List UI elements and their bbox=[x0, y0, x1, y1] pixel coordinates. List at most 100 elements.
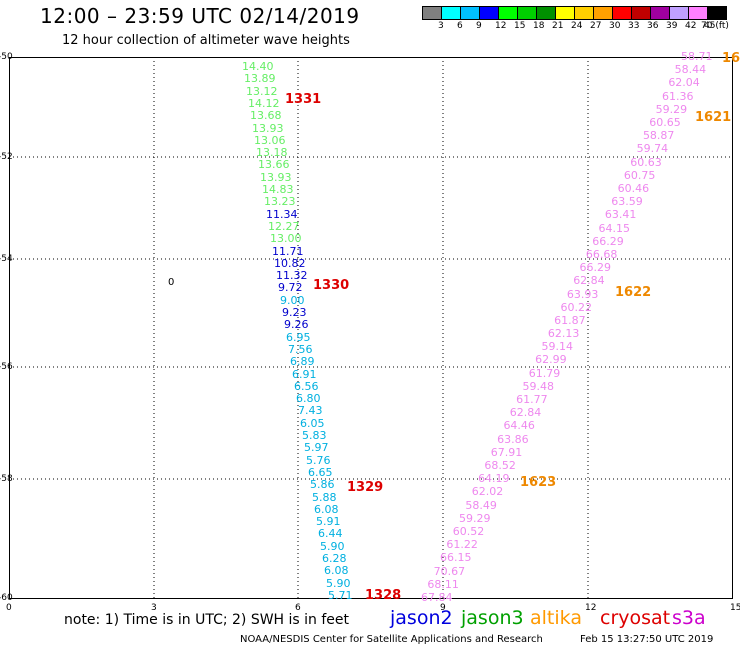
wave-height-point: 7.56 bbox=[288, 342, 313, 356]
wave-height-point: 66.68 bbox=[585, 247, 618, 261]
stray-mark: 0 bbox=[168, 277, 175, 288]
x-tick-label: 12 bbox=[585, 603, 597, 613]
wave-height-point: 13.18 bbox=[256, 146, 288, 160]
wave-height-point: 60.65 bbox=[649, 115, 681, 129]
wave-height-point: 59.74 bbox=[636, 142, 669, 156]
wave-height-point: 14.12 bbox=[248, 96, 280, 110]
wave-height-point: 60.75 bbox=[623, 168, 656, 182]
wave-height-point: 61.22 bbox=[446, 538, 478, 552]
wave-height-point: 61.77 bbox=[516, 393, 548, 407]
wave-height-point: 70.67 bbox=[433, 564, 466, 578]
wave-height-point: 63.93 bbox=[566, 287, 599, 301]
wave-height-point: 58.44 bbox=[674, 63, 707, 77]
wave-height-point: 6.65 bbox=[308, 465, 333, 479]
wave-height-point: 59.48 bbox=[522, 379, 554, 393]
pass-number-label: 1328 bbox=[365, 588, 402, 603]
scale-tick-label: 27 bbox=[590, 21, 602, 31]
scale-tick-label: 42 bbox=[685, 21, 697, 31]
wave-height-point: 67.84 bbox=[421, 591, 453, 604]
wave-height-point: 62.99 bbox=[535, 353, 567, 367]
scale-tick-label: 36 bbox=[647, 21, 659, 31]
scale-tick-label: 6 bbox=[457, 21, 463, 31]
wave-height-point: 5.76 bbox=[306, 453, 331, 467]
wave-height-point: 67.91 bbox=[490, 445, 523, 459]
wave-height-point: 13.06 bbox=[254, 133, 286, 147]
wave-height-point: 12.27 bbox=[268, 219, 300, 233]
wave-height-point: 63.86 bbox=[497, 432, 529, 446]
wave-height-point: 62.84 bbox=[509, 406, 542, 420]
wave-height-point: 9.00 bbox=[280, 293, 305, 307]
wave-height-point: 14.40 bbox=[242, 60, 274, 73]
y-tick-label: -56 bbox=[0, 362, 13, 372]
wave-height-point: 58.87 bbox=[642, 129, 675, 143]
wave-height-point: 5.90 bbox=[320, 539, 345, 553]
pass-number-label: 1330 bbox=[313, 278, 350, 293]
wave-height-point: 5.71 bbox=[328, 589, 353, 602]
wave-height-point: 5.90 bbox=[326, 576, 351, 590]
wave-height-point: 60.46 bbox=[617, 181, 650, 195]
wave-height-point: 59.14 bbox=[541, 340, 573, 354]
wave-height-point: 6.44 bbox=[318, 527, 343, 541]
scale-tick-label: 9 bbox=[476, 21, 482, 31]
y-tick-label: -60 bbox=[0, 593, 13, 603]
wave-height-point: 6.91 bbox=[292, 367, 317, 381]
scale-swatch bbox=[707, 6, 727, 20]
y-tick-label: -50 bbox=[0, 52, 13, 62]
y-tick-label: -52 bbox=[0, 152, 13, 162]
wave-height-point: 6.08 bbox=[314, 502, 339, 516]
satellite-legend-s3a: s3a bbox=[672, 607, 706, 629]
wave-height-point: 13.23 bbox=[264, 195, 296, 209]
credit-line: NOAA/NESDIS Center for Satellite Applica… bbox=[240, 634, 543, 645]
wave-height-point: 9.26 bbox=[284, 318, 309, 332]
wave-height-point: 63.41 bbox=[604, 208, 637, 222]
scale-tick-label: 21 bbox=[552, 21, 564, 31]
wave-height-point: 66.15 bbox=[440, 551, 472, 565]
wave-height-point: 6.80 bbox=[296, 392, 321, 406]
wave-height-point: 68.11 bbox=[427, 577, 459, 591]
wave-height-point: 60.63 bbox=[630, 155, 662, 169]
wave-height-point: 63.59 bbox=[611, 195, 643, 209]
wave-height-point: 60.22 bbox=[560, 300, 593, 314]
wave-height-point: 9.72 bbox=[278, 281, 303, 295]
wave-height-point: 6.56 bbox=[294, 379, 319, 393]
satellite-legend-jason2: jason2 bbox=[390, 607, 453, 629]
wave-height-point: 6.05 bbox=[300, 416, 325, 430]
wave-height-point: 60.52 bbox=[452, 525, 485, 539]
wave-height-point: 11.34 bbox=[266, 207, 298, 221]
scale-tick-label: 18 bbox=[533, 21, 545, 31]
x-tick-label: 15 bbox=[730, 603, 740, 613]
pass-number-label: 1622 bbox=[615, 285, 652, 300]
wave-height-point: 5.83 bbox=[302, 429, 327, 443]
wave-height-point: 6.95 bbox=[286, 330, 311, 344]
pass-number-label: 1623 bbox=[520, 475, 557, 490]
wave-height-point: 6.08 bbox=[324, 564, 349, 578]
wave-height-point: 13.93 bbox=[252, 121, 284, 135]
wave-height-point: 14.83 bbox=[262, 183, 294, 197]
x-tick-label: 0 bbox=[6, 603, 12, 613]
satellite-legend-jason3: jason3 bbox=[461, 607, 524, 629]
wave-height-point: 11.32 bbox=[276, 269, 308, 283]
pass-number-label: 1329 bbox=[347, 480, 384, 495]
x-tick-label: 9 bbox=[440, 603, 446, 613]
wave-height-point: 62.84 bbox=[573, 274, 605, 288]
wave-height-point: 13.12 bbox=[246, 84, 278, 98]
wave-height-point: 6.28 bbox=[322, 552, 347, 566]
wave-height-point: 68.52 bbox=[484, 459, 516, 473]
scale-tick-label: 3 bbox=[438, 21, 444, 31]
wave-height-point: 58.49 bbox=[465, 498, 497, 512]
wave-height-point: 13.68 bbox=[250, 109, 282, 123]
page-subtitle: 12 hour collection of altimeter wave hei… bbox=[62, 33, 350, 48]
wave-height-point: 13.93 bbox=[260, 170, 292, 184]
scale-tick-label: 39 bbox=[666, 21, 678, 31]
wave-height-point: 5.86 bbox=[310, 478, 335, 492]
wave-height-point: 61.87 bbox=[554, 313, 586, 327]
scale-tick-label: 24 bbox=[571, 21, 583, 31]
footer-note: note: 1) Time is in UTC; 2) SWH is in fe… bbox=[64, 612, 350, 628]
wave-height-point: 64.19 bbox=[478, 472, 510, 486]
wave-height-point: 64.15 bbox=[598, 221, 631, 235]
wave-height-point: 66.29 bbox=[592, 234, 624, 248]
wave-height-point: 58.71 bbox=[681, 50, 713, 63]
wave-height-point: 13.00 bbox=[270, 232, 302, 246]
wave-height-point: 5.91 bbox=[316, 515, 341, 529]
scale-tick-label: 15 bbox=[514, 21, 526, 31]
